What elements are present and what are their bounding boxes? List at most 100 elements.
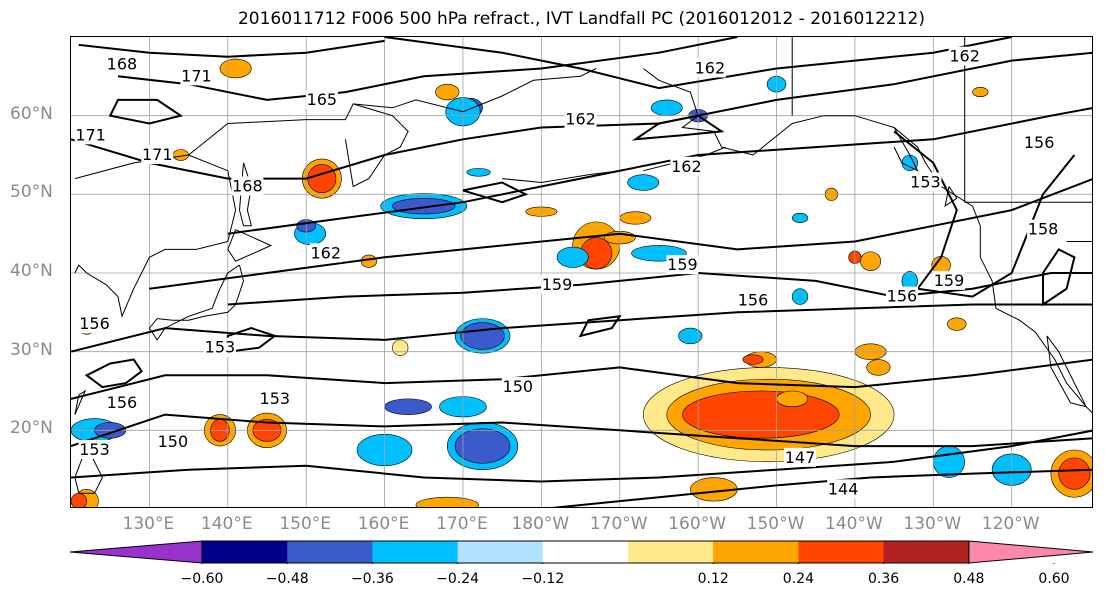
- refractivity-contour: [227, 271, 1092, 306]
- refractivity-contour: [462, 181, 529, 204]
- colorbar-tick-label: −0.12: [521, 571, 565, 587]
- lat-label: 30°N: [10, 339, 53, 360]
- ivt-anomaly-patch: [791, 212, 809, 223]
- coastline: [502, 170, 620, 184]
- colorbar-tick-label: −0.60: [180, 571, 224, 587]
- contour-label-bg: [78, 314, 111, 334]
- lon-label: 170°E: [436, 514, 488, 534]
- refractivity-contour: [893, 130, 1076, 298]
- ivt-anomaly-patch: [742, 354, 764, 365]
- contour-label-bg: [180, 66, 213, 86]
- ivt-anomaly-patch: [860, 251, 882, 271]
- colorbar-extend-max: [968, 540, 1094, 564]
- contour-label-bg: [737, 290, 769, 310]
- colorbar-extend-min: [70, 540, 203, 564]
- contour-label-bg: [305, 89, 338, 109]
- colorbar-tick-label: 0.48: [953, 571, 985, 587]
- coastline: [74, 389, 87, 415]
- contour-label-bg: [541, 274, 574, 294]
- contour-label-bg: [78, 440, 111, 459]
- ivt-anomaly-patch: [392, 339, 409, 356]
- ivt-anomaly-patch: [932, 445, 965, 478]
- contour-label: 171: [181, 66, 212, 85]
- refractivity-contour: [71, 51, 1092, 180]
- colorbar-segment: [883, 541, 970, 563]
- lon-label: 180°W: [511, 514, 570, 534]
- colorbar-segment: [372, 541, 459, 563]
- map-panel: 168 171 165 171 171 168 162 162 162 162 156 153 158 1…: [70, 36, 1093, 508]
- ivt-anomaly-patch: [972, 87, 989, 98]
- contour-label: 153: [910, 173, 941, 192]
- contour-label-bg: [105, 54, 138, 74]
- coastlines-layer: [74, 37, 1092, 494]
- colorbar-tick-label: 0.36: [868, 571, 900, 587]
- coastline: [344, 103, 409, 188]
- ivt-anomaly-patch: [219, 58, 252, 79]
- ivt-anomaly-patch: [791, 288, 809, 305]
- coastline: [227, 229, 273, 262]
- coastline: [148, 264, 245, 341]
- contour-label: 156: [1024, 133, 1055, 152]
- lon-label: 170°W: [589, 514, 648, 534]
- colorbar-segment: [713, 541, 799, 563]
- ivt-anomaly-patch: [947, 317, 967, 331]
- ivt-anomaly-patch: [1058, 457, 1091, 490]
- colorbar: [70, 540, 1094, 564]
- map-plot: 168 171 165 171 171 168 162 162 162 162 156 153 158 1…: [71, 37, 1092, 507]
- lon-label: 140°W: [825, 514, 883, 534]
- contour-label-bg: [501, 377, 534, 397]
- contour-label: 150: [158, 432, 189, 451]
- lat-label: 40°N: [10, 261, 53, 281]
- ivt-anomaly-patch: [360, 254, 378, 268]
- ivt-anomaly-patch: [384, 398, 432, 415]
- lon-label: 160°E: [357, 514, 410, 534]
- contour-label: 159: [542, 275, 573, 294]
- lat-label: 50°N: [10, 182, 53, 203]
- lon-label: 130°E: [122, 514, 175, 534]
- map-title: 2016011712 F006 500 hPa refract., IVT La…: [237, 9, 925, 29]
- colorbar-segment: [798, 541, 885, 563]
- contour-label: 144: [828, 479, 859, 498]
- contour-label: 162: [565, 110, 596, 129]
- lon-label: 140°E: [200, 514, 253, 534]
- contour-label-bg: [909, 172, 942, 192]
- lon-label: 130°W: [903, 514, 962, 534]
- contour-label: 162: [671, 157, 702, 176]
- contour-label-bg: [1023, 133, 1056, 153]
- refractivity-contour: [108, 98, 184, 125]
- contour-label-bg: [74, 125, 107, 145]
- lon-label: 160°W: [668, 514, 727, 534]
- ivt-anomaly-patch: [307, 164, 337, 194]
- ivt-anomaly-patch: [682, 390, 840, 439]
- contour-label-bg: [156, 432, 189, 452]
- ivt-anomaly-patch: [627, 174, 660, 191]
- refractivity-contour: [551, 468, 1092, 507]
- contour-labels-layer: 168 171 165 171 171 168 162 162 162 162 156 153 158 1…: [74, 47, 1060, 499]
- colorbar-tick-label: 0.24: [782, 571, 814, 587]
- contour-label-bg: [564, 109, 597, 129]
- contour-label-bg: [203, 337, 236, 357]
- contour-label: 171: [75, 125, 106, 144]
- ivt-anomaly-patch: [866, 359, 891, 376]
- ivt-anomaly-patch: [901, 154, 918, 172]
- refractivity-contour: [71, 429, 1092, 483]
- colorbar-segment: [542, 541, 629, 563]
- refractivity-contour: [71, 413, 1092, 448]
- colorbar-segment: [628, 541, 714, 563]
- contour-label-bg: [309, 243, 342, 263]
- ivt-anomaly-patch: [619, 211, 652, 225]
- contour-label: 162: [949, 47, 980, 66]
- ivt-anomaly-patch: [678, 327, 703, 345]
- contour-label: 156: [79, 314, 110, 333]
- refractivity-contour: [631, 114, 725, 141]
- contour-label-bg: [258, 388, 291, 408]
- refractivity-contour: [1042, 248, 1076, 307]
- colorbar-outline: [201, 540, 970, 564]
- ivt-anomaly-patch: [556, 246, 589, 268]
- contour-label-bg: [932, 270, 965, 290]
- contour-label: 168: [107, 55, 138, 74]
- refractivity-contour: [117, 37, 738, 101]
- contour-label-bg: [105, 392, 138, 412]
- coastline: [642, 68, 1092, 414]
- contour-label: 153: [260, 389, 291, 408]
